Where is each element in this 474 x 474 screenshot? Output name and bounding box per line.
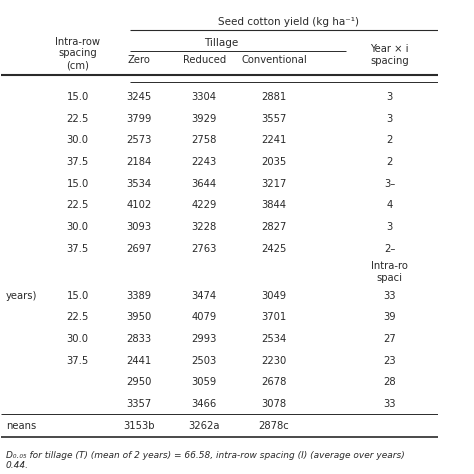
Text: 2503: 2503 [191,356,217,365]
Text: 3644: 3644 [191,179,217,189]
Text: 3245: 3245 [126,92,151,102]
Text: 2425: 2425 [261,244,287,254]
Text: 3950: 3950 [126,312,151,322]
Text: 3557: 3557 [261,114,287,124]
Text: 2697: 2697 [126,244,152,254]
Text: 2878c: 2878c [259,420,289,430]
Text: 3–: 3– [384,179,395,189]
Text: 2241: 2241 [261,135,287,146]
Text: 3049: 3049 [262,291,287,301]
Text: 3: 3 [386,92,392,102]
Text: 22.5: 22.5 [66,312,89,322]
Text: 3: 3 [386,114,392,124]
Text: years): years) [6,291,37,301]
Text: Tillage: Tillage [204,38,239,48]
Text: 3228: 3228 [191,222,217,232]
Text: D₀.₀₅ for tillage (T) (mean of 2 years) = 66.58, intra-row spacing (I) (average : D₀.₀₅ for tillage (T) (mean of 2 years) … [6,451,404,470]
Text: 27: 27 [383,334,396,344]
Text: 30.0: 30.0 [67,135,89,146]
Text: 4102: 4102 [126,201,151,210]
Text: 37.5: 37.5 [66,356,89,365]
Text: Reduced: Reduced [182,55,226,65]
Text: 3389: 3389 [126,291,151,301]
Text: Intra-ro
spaci: Intra-ro spaci [371,261,408,283]
Text: Intra-row
spacing
(cm): Intra-row spacing (cm) [55,37,100,70]
Text: 4079: 4079 [191,312,217,322]
Text: 3799: 3799 [126,114,152,124]
Text: 2243: 2243 [191,157,217,167]
Text: 3534: 3534 [126,179,151,189]
Text: 4229: 4229 [191,201,217,210]
Text: Zero: Zero [128,55,150,65]
Text: 39: 39 [383,312,396,322]
Text: 30.0: 30.0 [67,334,89,344]
Text: 2763: 2763 [191,244,217,254]
Text: 15.0: 15.0 [66,179,89,189]
Text: 3929: 3929 [191,114,217,124]
Text: 23: 23 [383,356,396,365]
Text: 3078: 3078 [262,399,287,409]
Text: 3304: 3304 [191,92,217,102]
Text: 22.5: 22.5 [66,201,89,210]
Text: 2993: 2993 [191,334,217,344]
Text: 37.5: 37.5 [66,157,89,167]
Text: 3466: 3466 [191,399,217,409]
Text: 2678: 2678 [261,377,287,387]
Text: 3153b: 3153b [123,420,155,430]
Text: 3262a: 3262a [189,420,220,430]
Text: 2230: 2230 [261,356,287,365]
Text: 2: 2 [386,135,393,146]
Text: 3059: 3059 [191,377,217,387]
Text: 2441: 2441 [126,356,151,365]
Text: Seed cotton yield (kg ha⁻¹): Seed cotton yield (kg ha⁻¹) [218,17,359,27]
Text: 33: 33 [383,399,396,409]
Text: 2035: 2035 [261,157,287,167]
Text: neans: neans [6,420,36,430]
Text: 2534: 2534 [261,334,287,344]
Text: 3844: 3844 [262,201,286,210]
Text: 2881: 2881 [261,92,287,102]
Text: 3357: 3357 [126,399,151,409]
Text: 3: 3 [386,222,392,232]
Text: 28: 28 [383,377,396,387]
Text: 15.0: 15.0 [66,92,89,102]
Text: 3701: 3701 [261,312,287,322]
Text: 30.0: 30.0 [67,222,89,232]
Text: 37.5: 37.5 [66,244,89,254]
Text: 2833: 2833 [126,334,151,344]
Text: 22.5: 22.5 [66,114,89,124]
Text: 4: 4 [386,201,392,210]
Text: 3093: 3093 [126,222,151,232]
Text: 2758: 2758 [191,135,217,146]
Text: 2: 2 [386,157,393,167]
Text: Year × i
spacing: Year × i spacing [370,45,409,66]
Text: 33: 33 [383,291,396,301]
Text: 3217: 3217 [261,179,287,189]
Text: Conventional: Conventional [241,55,307,65]
Text: 3474: 3474 [191,291,217,301]
Text: 2184: 2184 [126,157,151,167]
Text: 2827: 2827 [261,222,287,232]
Text: 15.0: 15.0 [66,291,89,301]
Text: 2573: 2573 [126,135,152,146]
Text: 2–: 2– [384,244,395,254]
Text: 2950: 2950 [126,377,152,387]
